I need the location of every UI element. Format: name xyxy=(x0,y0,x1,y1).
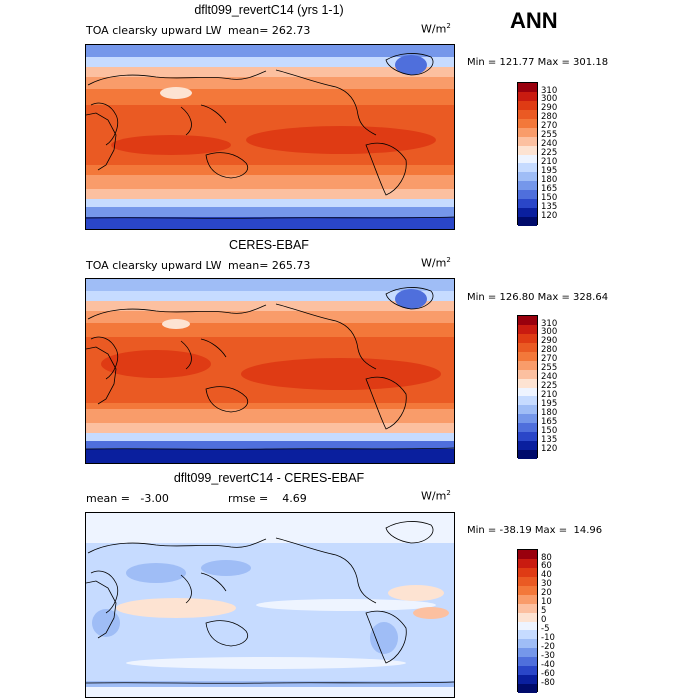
colorbar-tick: -20 xyxy=(541,641,555,652)
panel-1-minmax: Min = 121.77 Max = 301.18 xyxy=(467,57,609,68)
colorbar-tick: 195 xyxy=(541,165,558,176)
colorbar-tick: 210 xyxy=(541,157,558,167)
colorbar-tick: -80 xyxy=(541,677,555,688)
panel-1-units: W/m2 xyxy=(421,22,451,36)
colorbar-tick: 135 xyxy=(541,201,558,212)
colorbar-tick: 270 xyxy=(541,121,558,132)
colorbar-tick: 180 xyxy=(541,174,558,185)
colorbar-tick: 5 xyxy=(541,606,547,617)
panel-2-units: W/m2 xyxy=(421,256,451,270)
colorbar-tick: 10 xyxy=(541,597,552,608)
colorbar-tick: 195 xyxy=(541,398,558,409)
colorbar-tick: 240 xyxy=(541,372,558,383)
panel-1-colorbar-box xyxy=(517,82,538,226)
colorbar-tick: 40 xyxy=(541,570,552,581)
colorbar-tick: 310 xyxy=(541,85,558,96)
panel-2-minmax: Min = 126.80 Max = 328.64 xyxy=(467,292,609,303)
panel-2-colorbar-box xyxy=(517,315,538,459)
colorbar-tick: 165 xyxy=(541,183,558,194)
colorbar-tick: 240 xyxy=(541,139,558,150)
panel-2-variable: TOA clearsky upward LW xyxy=(86,259,222,272)
colorbar-tick: 290 xyxy=(541,336,558,347)
panel-1-map-plot xyxy=(86,45,454,229)
colorbar-tick: 120 xyxy=(541,210,558,221)
colorbar-tick: 280 xyxy=(541,112,558,123)
colorbar-tick: 135 xyxy=(541,434,558,445)
colorbar-tick: 270 xyxy=(541,354,558,365)
panel-3-minmax: Min = -38.19 Max = 14.96 xyxy=(467,525,603,536)
colorbar-tick: -30 xyxy=(541,650,555,661)
colorbar-tick: 300 xyxy=(541,327,558,338)
panel-3-rmse: rmse = 4.69 xyxy=(228,492,307,505)
colorbar-tick: 0 xyxy=(541,615,547,626)
colorbar-tick: 255 xyxy=(541,363,558,374)
panel-3-map-plot xyxy=(86,513,454,697)
colorbar-tick: 150 xyxy=(541,425,558,436)
colorbar-tick: 60 xyxy=(541,561,552,572)
colorbar-tick: 120 xyxy=(541,443,558,454)
colorbar-tick: -40 xyxy=(541,659,555,670)
colorbar-tick: 210 xyxy=(541,390,558,400)
colorbar-tick: 225 xyxy=(541,148,558,159)
panel-3-title: dflt099_revertC14 - CERES-EBAF xyxy=(173,471,365,485)
panel-3-map xyxy=(85,512,455,698)
panel-2-map-plot xyxy=(86,279,454,463)
panel-1-variable: TOA clearsky upward LW xyxy=(86,24,222,37)
colorbar-tick: 20 xyxy=(541,588,552,599)
colorbar-tick: 300 xyxy=(541,94,558,105)
colorbar-tick: 280 xyxy=(541,345,558,356)
colorbar-tick: 255 xyxy=(541,130,558,141)
colorbar-tick: -60 xyxy=(541,668,555,679)
panel-2-mean: mean= 265.73 xyxy=(228,259,311,272)
panel-2-map xyxy=(85,278,455,464)
colorbar-tick: -10 xyxy=(541,632,555,643)
colorbar-tick: 225 xyxy=(541,381,558,392)
colorbar-tick: 180 xyxy=(541,407,558,418)
colorbar-tick: 150 xyxy=(541,192,558,203)
colorbar-tick: 310 xyxy=(541,318,558,329)
colorbar-tick: -5 xyxy=(541,624,550,634)
panel-1-title: dflt099_revertC14 (yrs 1-1) xyxy=(194,3,344,17)
season-label: ANN xyxy=(510,8,558,33)
colorbar-tick: 290 xyxy=(541,103,558,114)
colorbar-tick: 30 xyxy=(541,579,552,590)
panel-3-units: W/m2 xyxy=(421,489,451,503)
panel-1-map xyxy=(85,44,455,230)
colorbar-tick: 165 xyxy=(541,416,558,427)
panel-2-title: CERES-EBAF xyxy=(229,238,309,252)
panel-3-mean: mean = -3.00 xyxy=(86,492,169,505)
panel-3-colorbar-box xyxy=(517,549,538,693)
colorbar-tick: 80 xyxy=(541,552,552,563)
panel-1-mean: mean= 262.73 xyxy=(228,24,311,37)
